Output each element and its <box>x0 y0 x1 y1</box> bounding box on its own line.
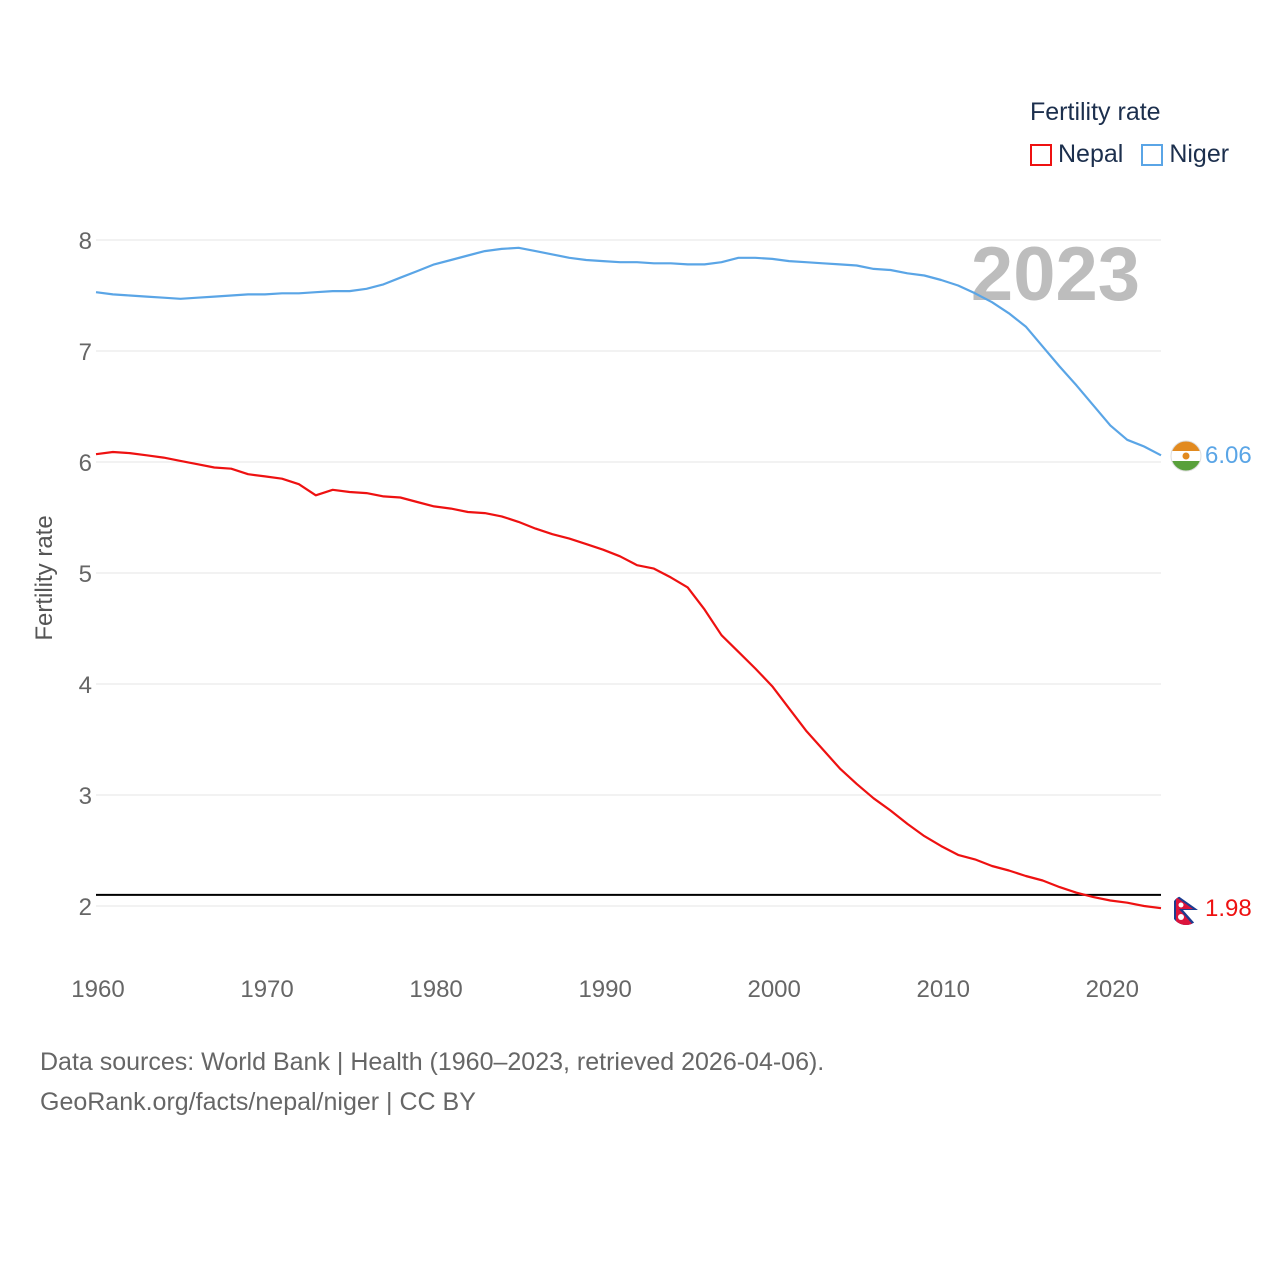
series-line-nepal <box>95 450 1162 910</box>
legend-label-nepal: Nepal <box>1058 140 1124 168</box>
footer: Data sources: World Bank | Health (1960–… <box>40 1042 824 1122</box>
gridlines <box>96 239 1161 907</box>
year-watermark: 2023 <box>971 232 1140 317</box>
x-tick-label: 1980 <box>409 976 462 1003</box>
x-tick-label: 2000 <box>747 976 800 1003</box>
legend-title: Fertility rate <box>1030 98 1161 126</box>
legend-swatch-nepal <box>1030 143 1052 166</box>
x-tick-label: 1960 <box>71 976 124 1003</box>
niger-flag-icon <box>1171 441 1201 471</box>
y-tick-label: 6 <box>79 450 92 477</box>
y-tick-label: 7 <box>79 339 92 366</box>
attribution-link[interactable]: GeoRank.org/facts/nepal/niger | CC BY <box>40 1088 476 1116</box>
x-tick-label: 1970 <box>240 976 293 1003</box>
y-tick-label: 3 <box>79 783 92 810</box>
legend: Nepal Niger <box>1030 140 1247 169</box>
legend-label-niger: Niger <box>1169 140 1230 168</box>
x-tick-label: 2020 <box>1086 976 1139 1003</box>
y-tick-label: 2 <box>79 894 92 921</box>
y-axis-label: Fertility rate <box>31 515 58 640</box>
series-lines <box>95 246 1162 910</box>
legend-item-nepal[interactable]: Nepal <box>1030 140 1123 169</box>
series-line-niger <box>95 246 1162 457</box>
nepal-end-label: 1.98 <box>1205 895 1252 922</box>
y-tick-label: 5 <box>79 561 92 588</box>
x-tick-label: 1990 <box>578 976 631 1003</box>
y-tick-label: 4 <box>79 672 92 699</box>
y-axis-ticks: 2 3 4 5 6 7 8 <box>79 228 92 921</box>
legend-swatch-niger <box>1141 143 1164 166</box>
chart: 2023 2 3 4 5 6 7 8 1960 1970 1980 1990 2000 2010 202… <box>31 228 1252 1003</box>
x-axis-ticks: 1960 1970 1980 1990 2000 2010 2020 <box>71 976 1139 1003</box>
legend-item-niger[interactable]: Niger <box>1141 140 1229 169</box>
x-tick-label: 2010 <box>917 976 970 1003</box>
niger-end-label: 6.06 <box>1205 442 1252 469</box>
y-tick-label: 8 <box>79 228 92 255</box>
nepal-flag-icon <box>1171 895 1201 925</box>
data-sources-text: Data sources: World Bank | Health (1960–… <box>40 1048 825 1076</box>
